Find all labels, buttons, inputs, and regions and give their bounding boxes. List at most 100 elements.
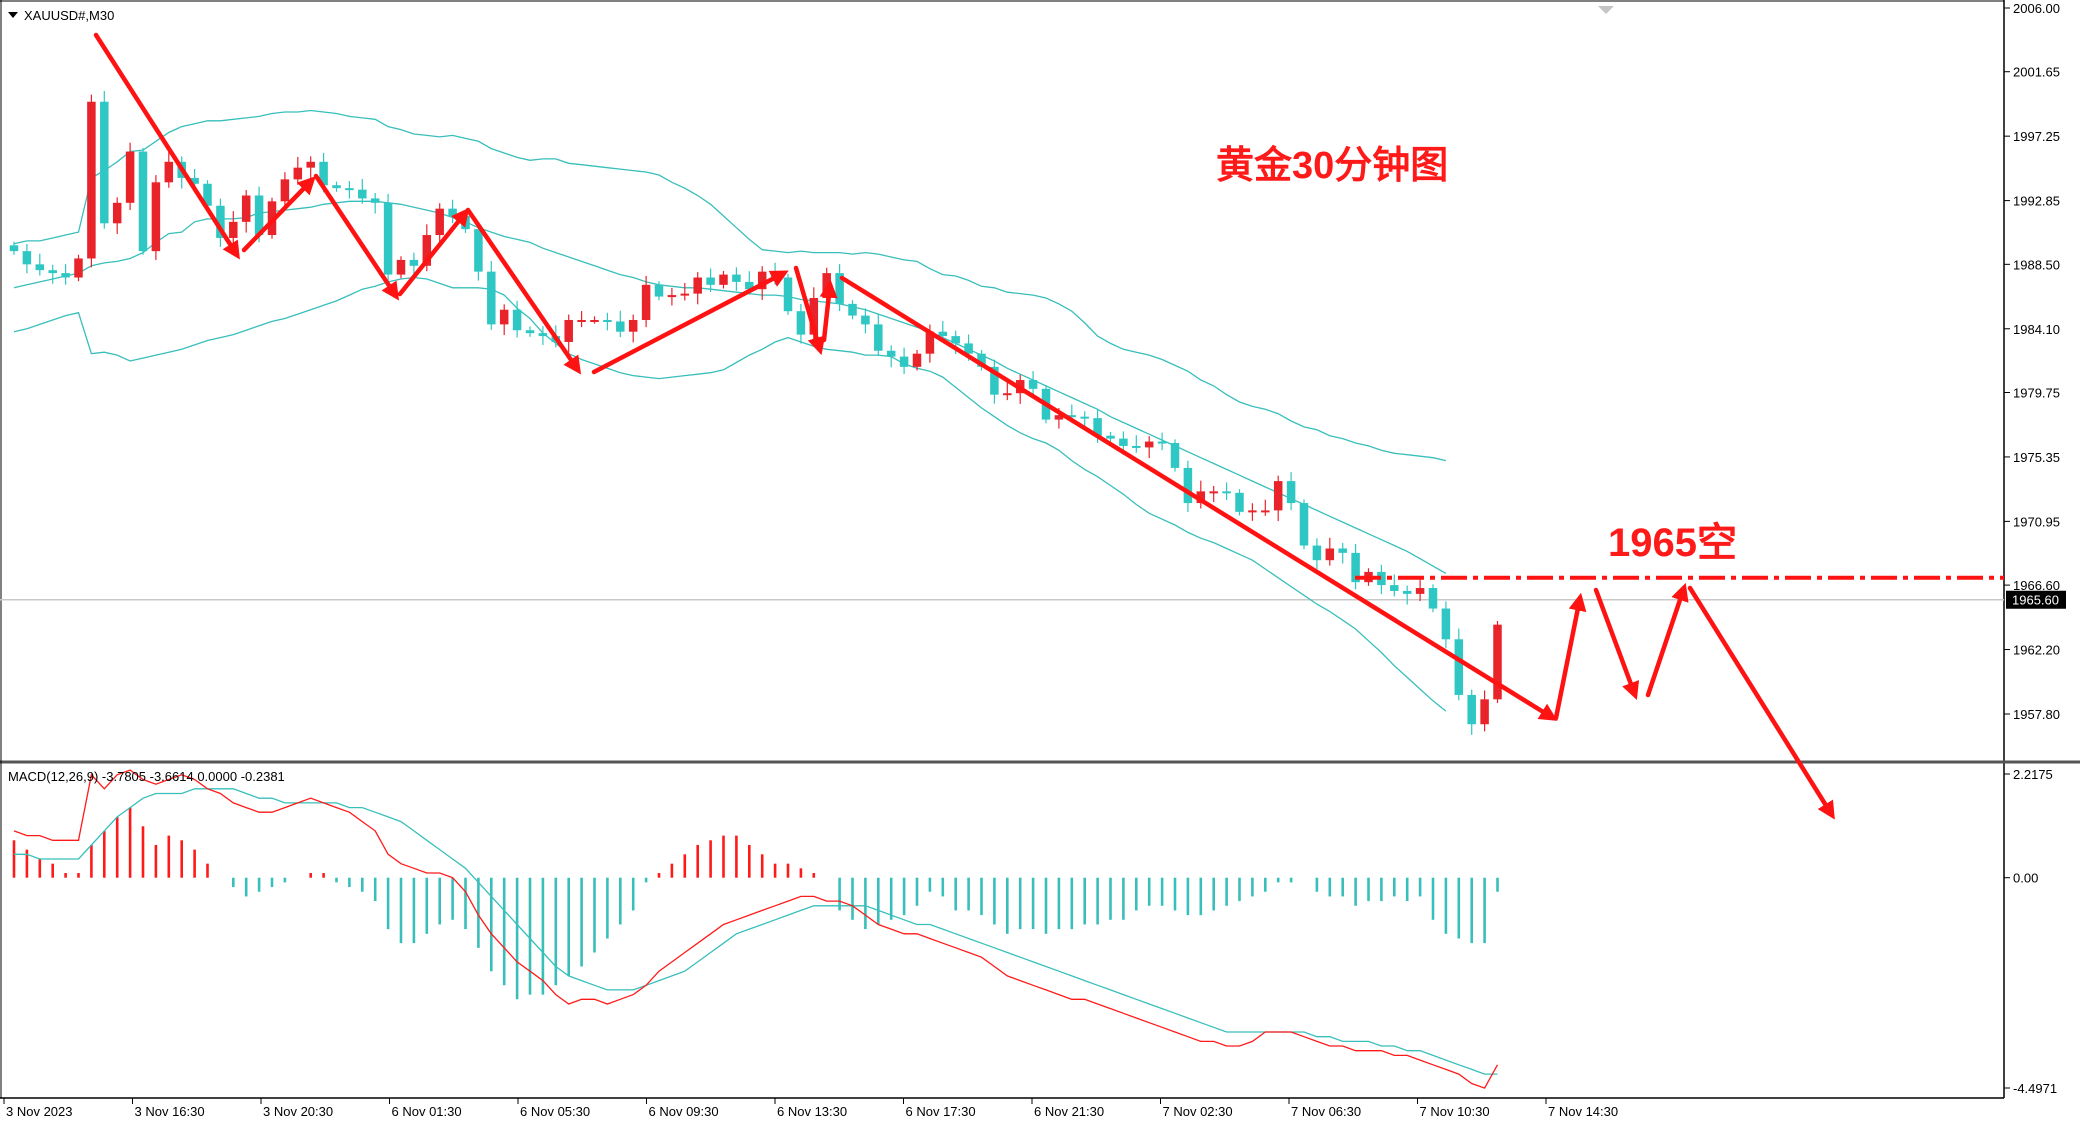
symbol-dropdown-icon[interactable] [8, 12, 18, 18]
candle-body [138, 151, 148, 252]
candle-body [229, 221, 238, 238]
candle [1106, 432, 1115, 443]
macd-tick-label: -4.4971 [2013, 1081, 2057, 1096]
candle-body [48, 270, 57, 274]
candle [22, 243, 32, 274]
trend-arrow [793, 265, 826, 356]
candle-body [1170, 443, 1180, 468]
candle-body [293, 167, 303, 180]
candle-body [706, 277, 715, 285]
candle [1351, 543, 1360, 590]
candle-body [164, 161, 174, 183]
candle [35, 253, 45, 276]
candle-body [1467, 694, 1476, 725]
current-price-tag [2006, 590, 2066, 609]
candle-body [1261, 510, 1270, 513]
candle-body [254, 195, 264, 236]
candle [125, 142, 135, 210]
candle [1132, 435, 1141, 453]
candle-body [874, 324, 883, 351]
candle-body [241, 195, 251, 222]
candle [1325, 537, 1335, 566]
candle [1402, 585, 1412, 605]
candle-body [61, 273, 70, 278]
candle-body [1493, 624, 1502, 700]
candle-body [1209, 491, 1218, 494]
candle-body [409, 259, 419, 266]
candle-body [861, 315, 870, 325]
candle [899, 347, 909, 375]
time-tick-label: 6 Nov 01:30 [392, 1104, 462, 1119]
price-tick-label: 2001.65 [2013, 65, 2060, 80]
candle-body [1480, 699, 1489, 725]
price-tick-label: 1970.95 [2013, 514, 2060, 529]
candle-body [693, 277, 702, 294]
candle-body [1441, 608, 1451, 640]
candle-body [9, 245, 19, 252]
candle [306, 156, 315, 179]
candle-body [745, 281, 754, 290]
time-tick-label: 7 Nov 06:30 [1291, 1104, 1361, 1119]
time-tick-label: 3 Nov 2023 [6, 1104, 73, 1119]
candle-body [74, 258, 83, 278]
candle [564, 314, 573, 353]
candle [383, 193, 393, 282]
candle [216, 198, 225, 247]
candle [345, 180, 354, 199]
candle-body [899, 356, 909, 367]
candle-body [1093, 418, 1102, 436]
candle-body [151, 182, 161, 252]
candle-body [1003, 393, 1012, 396]
price-tick-label: 1966.60 [2013, 578, 2060, 593]
candle-body [835, 273, 844, 304]
candle-body [512, 309, 522, 331]
candle-body [1144, 441, 1154, 448]
candle [732, 267, 741, 291]
candle [100, 91, 109, 229]
price-tick-label: 2006.00 [2013, 1, 2060, 16]
candle-body [1299, 503, 1309, 546]
candle [977, 350, 986, 371]
candle-body [1377, 571, 1386, 586]
candle [487, 260, 496, 330]
candle-body [603, 319, 612, 322]
candle-body [848, 303, 857, 316]
time-tick-label: 3 Nov 16:30 [135, 1104, 205, 1119]
candle-body [396, 259, 406, 275]
candle [796, 304, 806, 344]
candle-body [1157, 441, 1167, 444]
candle [1299, 499, 1309, 550]
chart-shift-marker-icon[interactable] [1598, 6, 1614, 14]
price-tick-label: 1957.80 [2013, 707, 2060, 722]
candle [512, 300, 522, 338]
candle-body [383, 202, 393, 275]
candle-body [577, 319, 586, 322]
candle-body [345, 188, 354, 191]
candle [164, 151, 174, 188]
candle-body [1351, 552, 1360, 583]
candle-body [809, 298, 819, 335]
candle-body [112, 202, 122, 224]
trend-arrow [397, 207, 470, 297]
candle-body [1428, 588, 1438, 609]
candle-body [925, 331, 935, 354]
candle [203, 180, 212, 210]
time-tick-label: 3 Nov 20:30 [263, 1104, 333, 1119]
signal-annotation: 1965空 [1608, 521, 1737, 565]
candle [87, 94, 96, 268]
candle [1157, 432, 1167, 451]
candle [9, 241, 19, 255]
candle-body [564, 319, 573, 342]
chart-title-annotation: 黄金30分钟图 [1216, 144, 1448, 187]
time-tick-label: 7 Nov 14:30 [1548, 1104, 1618, 1119]
candle [1480, 690, 1489, 732]
candle [48, 264, 57, 284]
candle [112, 197, 122, 235]
candle [616, 310, 625, 338]
candle [1222, 482, 1231, 500]
candle-body [100, 101, 109, 224]
candle [1235, 489, 1244, 516]
candle [538, 325, 548, 346]
